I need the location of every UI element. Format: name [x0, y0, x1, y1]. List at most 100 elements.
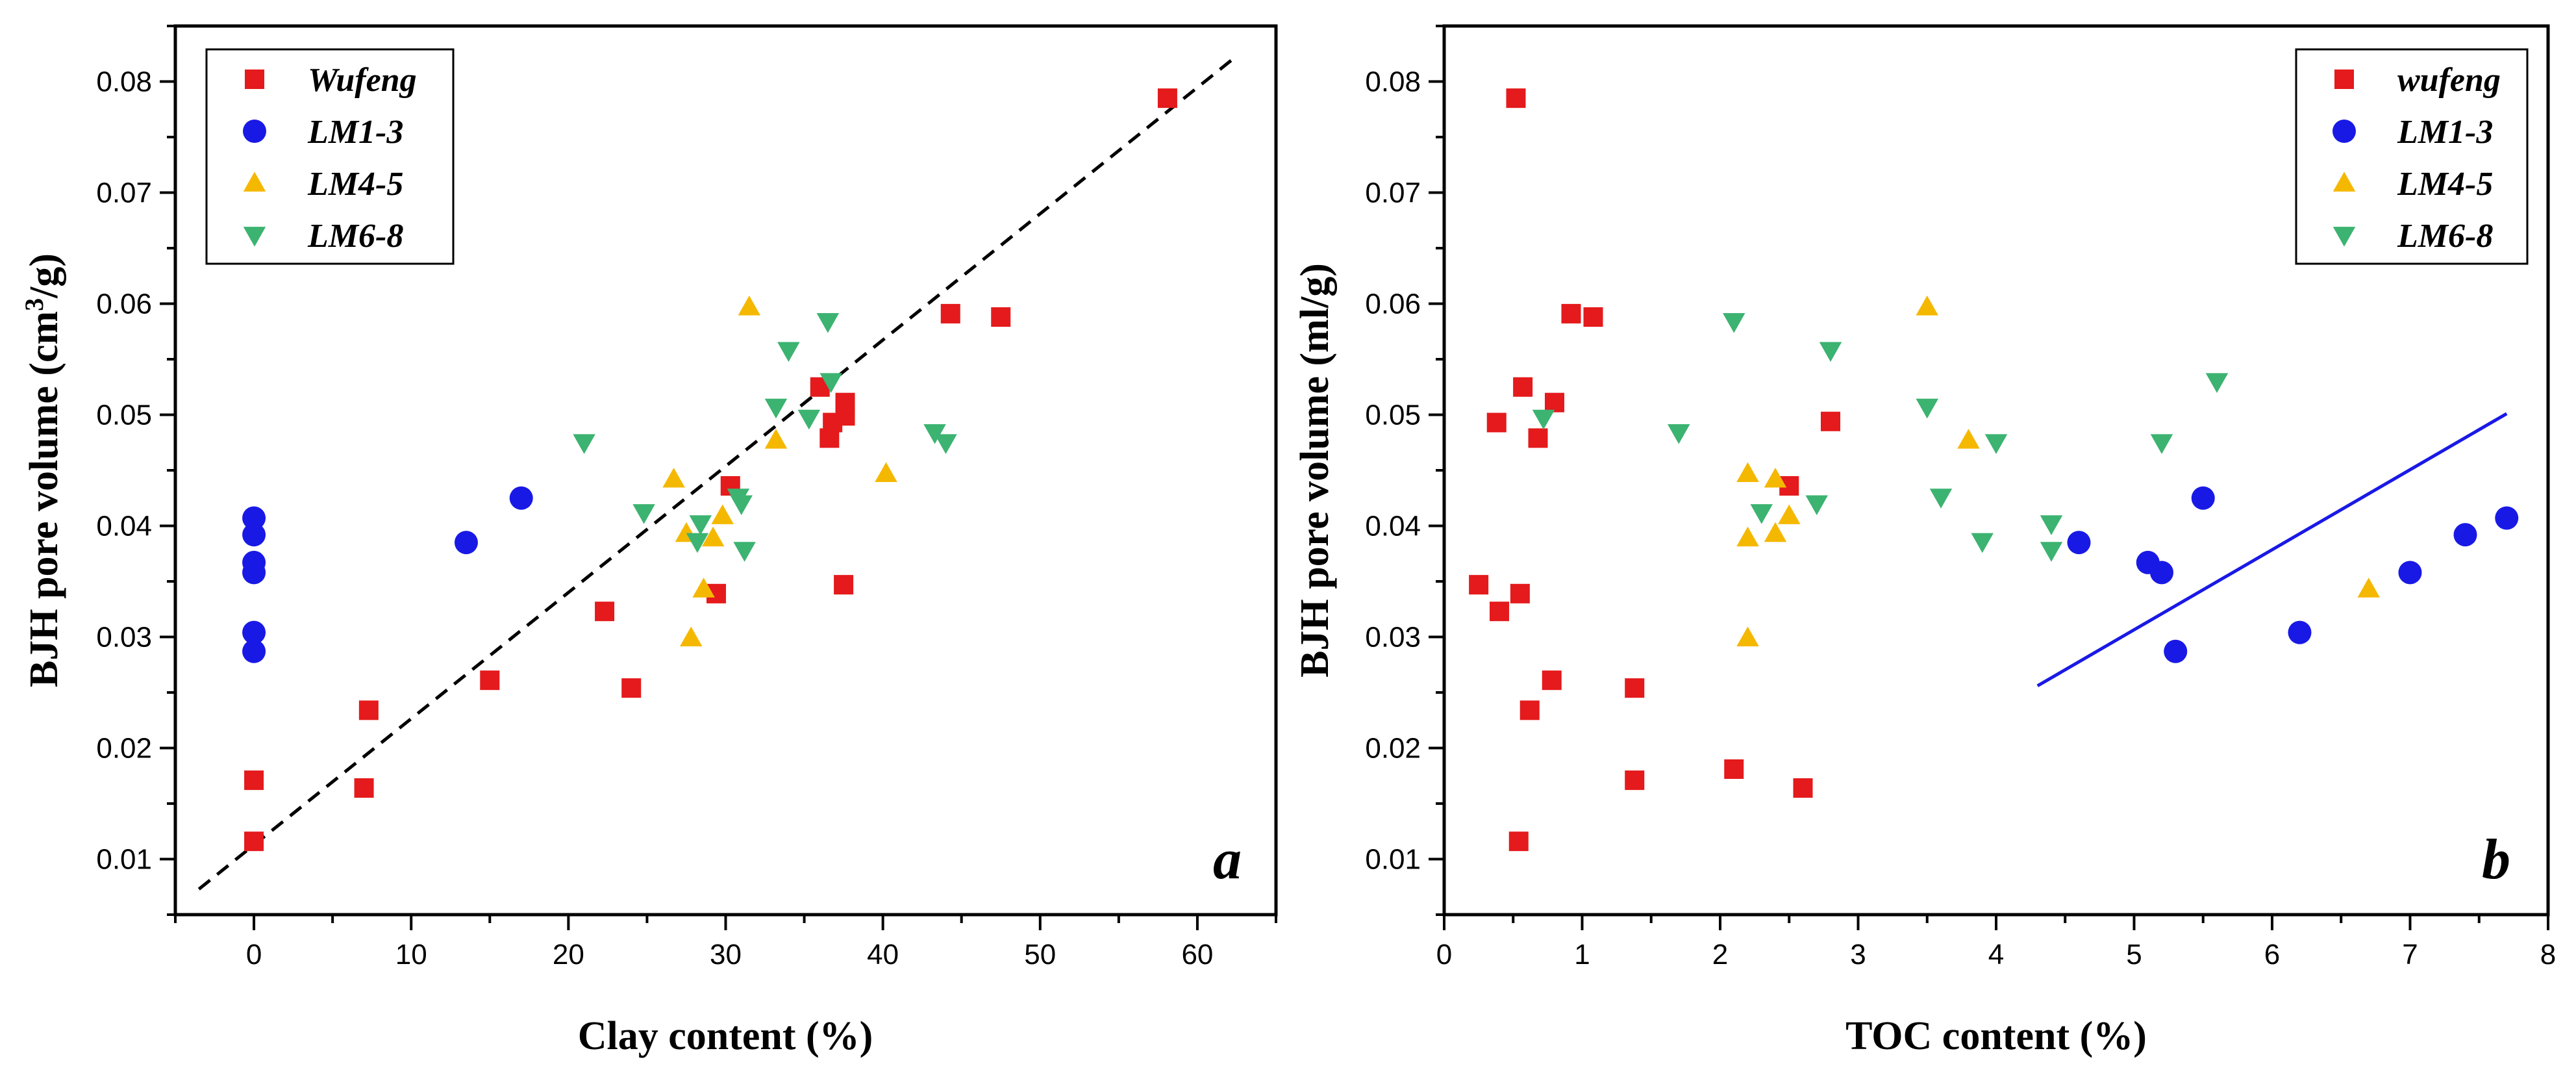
panel-b-point-lm1-3	[2495, 506, 2519, 530]
panel-b-point-wufeng	[1513, 377, 1533, 397]
panel-a-point-wufeng	[358, 700, 379, 720]
panel-a-point-lm4-5	[875, 462, 897, 482]
panel-a-ytick-label: 0.08	[96, 66, 152, 98]
panel-a-point-lm6-8	[686, 533, 709, 553]
panel-a-frame	[173, 24, 1278, 917]
panel-a-ytick-label: 0.05	[96, 400, 152, 431]
panel-a-legend-label-lm4-5: LM4-5	[307, 166, 403, 203]
panel-a-point-wufeng	[244, 831, 264, 852]
panel-b-xtick-label: 1	[1574, 939, 1590, 971]
panel-a-letter: a	[1213, 828, 1242, 891]
panel-b-point-lm6-8	[2040, 542, 2063, 562]
panel-b: 0 1 2 3 4 5 6 7 8 0.01 0.02 0.03 0.04 0.05 0.06 0.07 0.0…	[1293, 24, 2556, 1058]
panel-a-point-wufeng	[835, 392, 855, 413]
panel-b-point-wufeng	[1583, 307, 1603, 327]
panel-b-point-lm6-8	[1984, 434, 2008, 454]
panel-b-point-lm6-8	[2150, 434, 2173, 454]
panel-a-point-wufeng	[834, 575, 854, 595]
panel-a-point-wufeng	[1157, 88, 1177, 108]
panel-a-xtick-label: 10	[395, 939, 427, 971]
panel-b-point-lm4-5	[2357, 578, 2380, 598]
panel-b-ytick-label: 0.07	[1365, 177, 1421, 209]
panel-b-point-lm1-3	[2453, 523, 2477, 547]
panel-a-legend-label-lm1-3: LM1-3	[307, 114, 403, 151]
panel-a-point-lm6-8	[689, 515, 712, 535]
panel-a-ytick-label: 0.04	[96, 511, 152, 542]
panel-b-point-wufeng	[1486, 413, 1507, 433]
panel-a-point-lm6-8	[819, 373, 842, 393]
panel-b-point-wufeng	[1545, 392, 1564, 413]
panel-a-legend-marker-wufeng	[245, 70, 264, 89]
panel-b-xtick-label: 0	[1436, 939, 1452, 971]
panel-a-point-lm1-3	[509, 486, 533, 510]
panel-b-point-wufeng	[1625, 770, 1645, 791]
panel-a-ylabel: BJH pore volume (cm3/g)	[19, 253, 67, 687]
panel-a-point-lm6-8	[730, 495, 753, 515]
panel-b-legend-marker-lm4-5	[2332, 171, 2356, 192]
panel-a-point-wufeng	[244, 770, 264, 791]
panel-a-point-lm1-3	[242, 523, 266, 547]
panel-a-point-wufeng	[354, 778, 374, 798]
panel-a-ytick-label: 0.01	[96, 844, 152, 876]
panel-a-ytick-label: 0.07	[96, 177, 152, 209]
panel-b-point-wufeng	[1561, 303, 1581, 324]
panel-a-point-wufeng	[621, 678, 642, 698]
panel-a-point-lm6-8	[797, 409, 821, 430]
panel-a-xtick-label: 0	[246, 939, 262, 971]
panel-a-xlabel: Clay content (%)	[578, 1014, 873, 1058]
panel-b-point-lm4-5	[1736, 626, 1759, 647]
panel-b-ylabel: BJH pore volume (ml/g)	[1293, 263, 1337, 678]
panel-a-point-wufeng	[991, 307, 1011, 327]
panel-a-point-lm6-8	[632, 504, 655, 524]
panel-b-point-lm1-3	[2288, 620, 2312, 644]
panel-a-point-lm1-3	[242, 550, 266, 574]
panel-a-xtick-label: 20	[553, 939, 584, 971]
panel-a: 0 10 20 30 40 50 60 0.01 0.02 0.03 0.04 0.05 0.06 0.0…	[19, 24, 1278, 1058]
panel-b-xlabel: TOC content (%)	[1845, 1014, 2147, 1058]
panel-a-marks: 0 10 20 30 40 50 60 0.01 0.02 0.03 0.04 0.05 0.06 0.0…	[96, 25, 1277, 971]
panel-b-point-wufeng	[1528, 428, 1548, 448]
panel-a-point-lm6-8	[573, 434, 595, 454]
panel-a-xtick-label: 50	[1024, 939, 1056, 971]
panel-b-point-lm1-3	[2067, 531, 2091, 555]
panel-a-point-wufeng	[480, 670, 500, 691]
panel-b-point-wufeng	[1490, 602, 1509, 622]
panel-a-point-lm1-3	[242, 620, 266, 644]
panel-a-xtick-label: 40	[867, 939, 899, 971]
panel-a-legend-marker-lm6-8	[243, 227, 266, 247]
panel-b-point-lm6-8	[1750, 504, 1773, 524]
panel-a-legend-marker-lm4-5	[243, 171, 266, 192]
panel-b-ytick-label: 0.02	[1365, 733, 1421, 765]
panel-b-legend-label-lm6-8: LM6-8	[2397, 218, 2493, 255]
panel-b-point-lm6-8	[1819, 342, 1842, 362]
panel-a-legend-marker-lm1-3	[243, 120, 266, 143]
panel-a-xtick-label: 30	[710, 939, 742, 971]
panel-a-point-lm1-3	[242, 639, 266, 663]
panel-b-point-wufeng	[1506, 88, 1526, 108]
panel-a-ytick-label: 0.02	[96, 733, 152, 765]
panel-b-ytick-label: 0.05	[1365, 400, 1421, 431]
panel-a-point-lm6-8	[816, 313, 840, 333]
panel-b-point-lm6-8	[1532, 409, 1555, 430]
panel-a-point-lm4-5	[711, 504, 734, 524]
panel-a-legend-label-wufeng: Wufeng	[308, 62, 417, 99]
panel-a-point-lm4-5	[662, 468, 685, 488]
panel-b-point-lm6-8	[1668, 424, 1690, 444]
panel-a-point-lm4-5	[679, 626, 703, 647]
panel-b-fit-line	[2036, 412, 2508, 687]
panel-a-point-lm1-3	[242, 506, 266, 530]
panel-a-point-wufeng	[940, 303, 960, 324]
panel-b-point-lm4-5	[1736, 526, 1759, 547]
panel-b-point-lm1-3	[2398, 561, 2422, 585]
panel-b-frame	[1442, 24, 2550, 917]
panel-b-point-lm1-3	[2191, 486, 2215, 510]
panel-b-ytick-label: 0.03	[1365, 622, 1421, 654]
panel-b-point-lm4-5	[1764, 522, 1787, 542]
panel-a-point-lm6-8	[777, 342, 800, 362]
panel-a-point-lm6-8	[923, 424, 946, 444]
panel-a-point-lm1-3	[454, 531, 478, 555]
panel-b-ytick-label: 0.08	[1365, 66, 1421, 98]
panel-b-xtick-label: 7	[2402, 939, 2418, 971]
panel-b-point-lm4-5	[1957, 429, 1980, 449]
